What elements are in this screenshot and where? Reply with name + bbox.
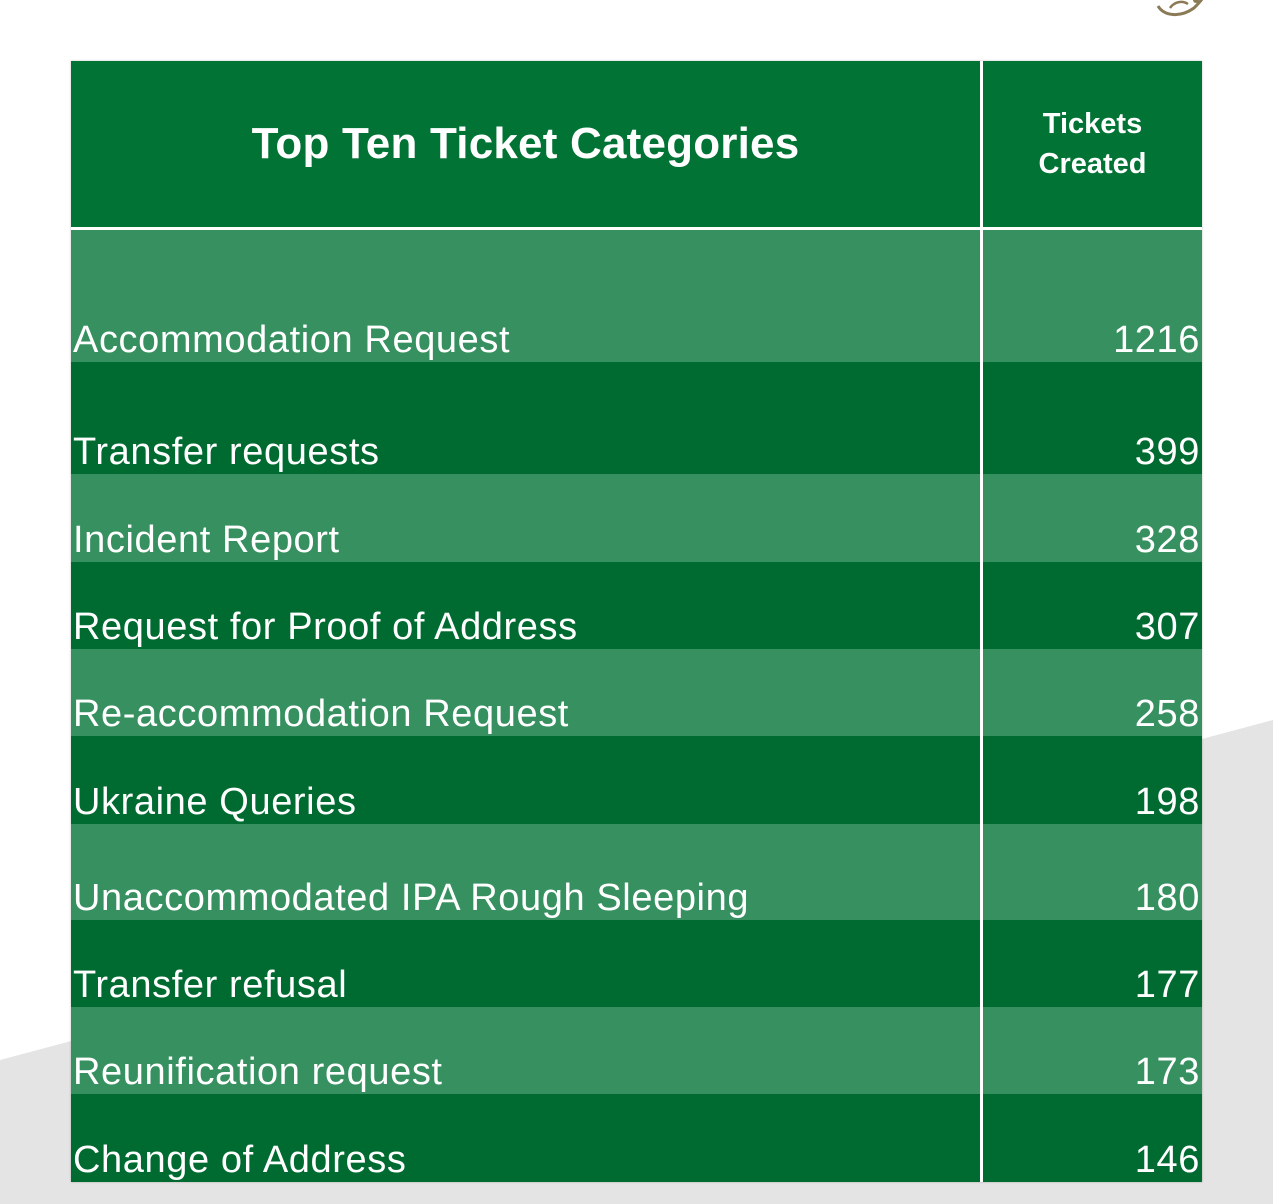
row-tickets: 146 <box>1134 1139 1200 1181</box>
row-tickets: 258 <box>1134 693 1200 735</box>
table-row: Transfer refusal 177 <box>71 920 1202 1007</box>
row-category: Transfer refusal <box>73 964 348 1006</box>
header-category-cell: Top Ten Ticket Categories <box>71 61 983 227</box>
table-row: Incident Report 328 <box>71 474 1202 562</box>
row-tickets: 198 <box>1134 781 1200 823</box>
row-category: Re-accommodation Request <box>73 693 569 735</box>
table-row: Unaccommodated IPA Rough Sleeping 180 <box>71 824 1202 920</box>
row-category: Request for Proof of Address <box>73 606 578 648</box>
row-tickets: 173 <box>1134 1051 1200 1093</box>
table-row: Re-accommodation Request 258 <box>71 649 1202 736</box>
row-category: Ukraine Queries <box>73 781 357 823</box>
table-row: Request for Proof of Address 307 <box>71 562 1202 649</box>
table-row: Accommodation Request 1216 <box>71 230 1202 362</box>
row-category: Incident Report <box>73 519 340 561</box>
table-row: Ukraine Queries 198 <box>71 736 1202 824</box>
row-category: Transfer requests <box>73 431 380 473</box>
header-count-title: Tickets Created <box>1038 108 1147 180</box>
row-tickets: 328 <box>1134 519 1200 561</box>
row-category: Accommodation Request <box>73 319 511 361</box>
ticket-categories-table: Top Ten Ticket Categories Tickets Create… <box>71 61 1202 1182</box>
row-tickets: 307 <box>1134 606 1200 648</box>
row-tickets: 399 <box>1134 431 1200 473</box>
table-row: Reunification request 173 <box>71 1007 1202 1094</box>
row-tickets: 1216 <box>1113 319 1200 361</box>
row-tickets: 180 <box>1134 877 1200 919</box>
row-tickets: 177 <box>1134 964 1200 1006</box>
logo-icon <box>1156 0 1204 16</box>
row-category: Reunification request <box>73 1051 443 1093</box>
header-count-cell: Tickets Created <box>983 61 1202 227</box>
header-category-title: Top Ten Ticket Categories <box>251 119 800 168</box>
row-category: Unaccommodated IPA Rough Sleeping <box>73 877 750 919</box>
table-header: Top Ten Ticket Categories Tickets Create… <box>71 61 1202 230</box>
row-category: Change of Address <box>73 1139 407 1181</box>
table-row: Change of Address 146 <box>71 1094 1202 1182</box>
table-row: Transfer requests 399 <box>71 362 1202 474</box>
